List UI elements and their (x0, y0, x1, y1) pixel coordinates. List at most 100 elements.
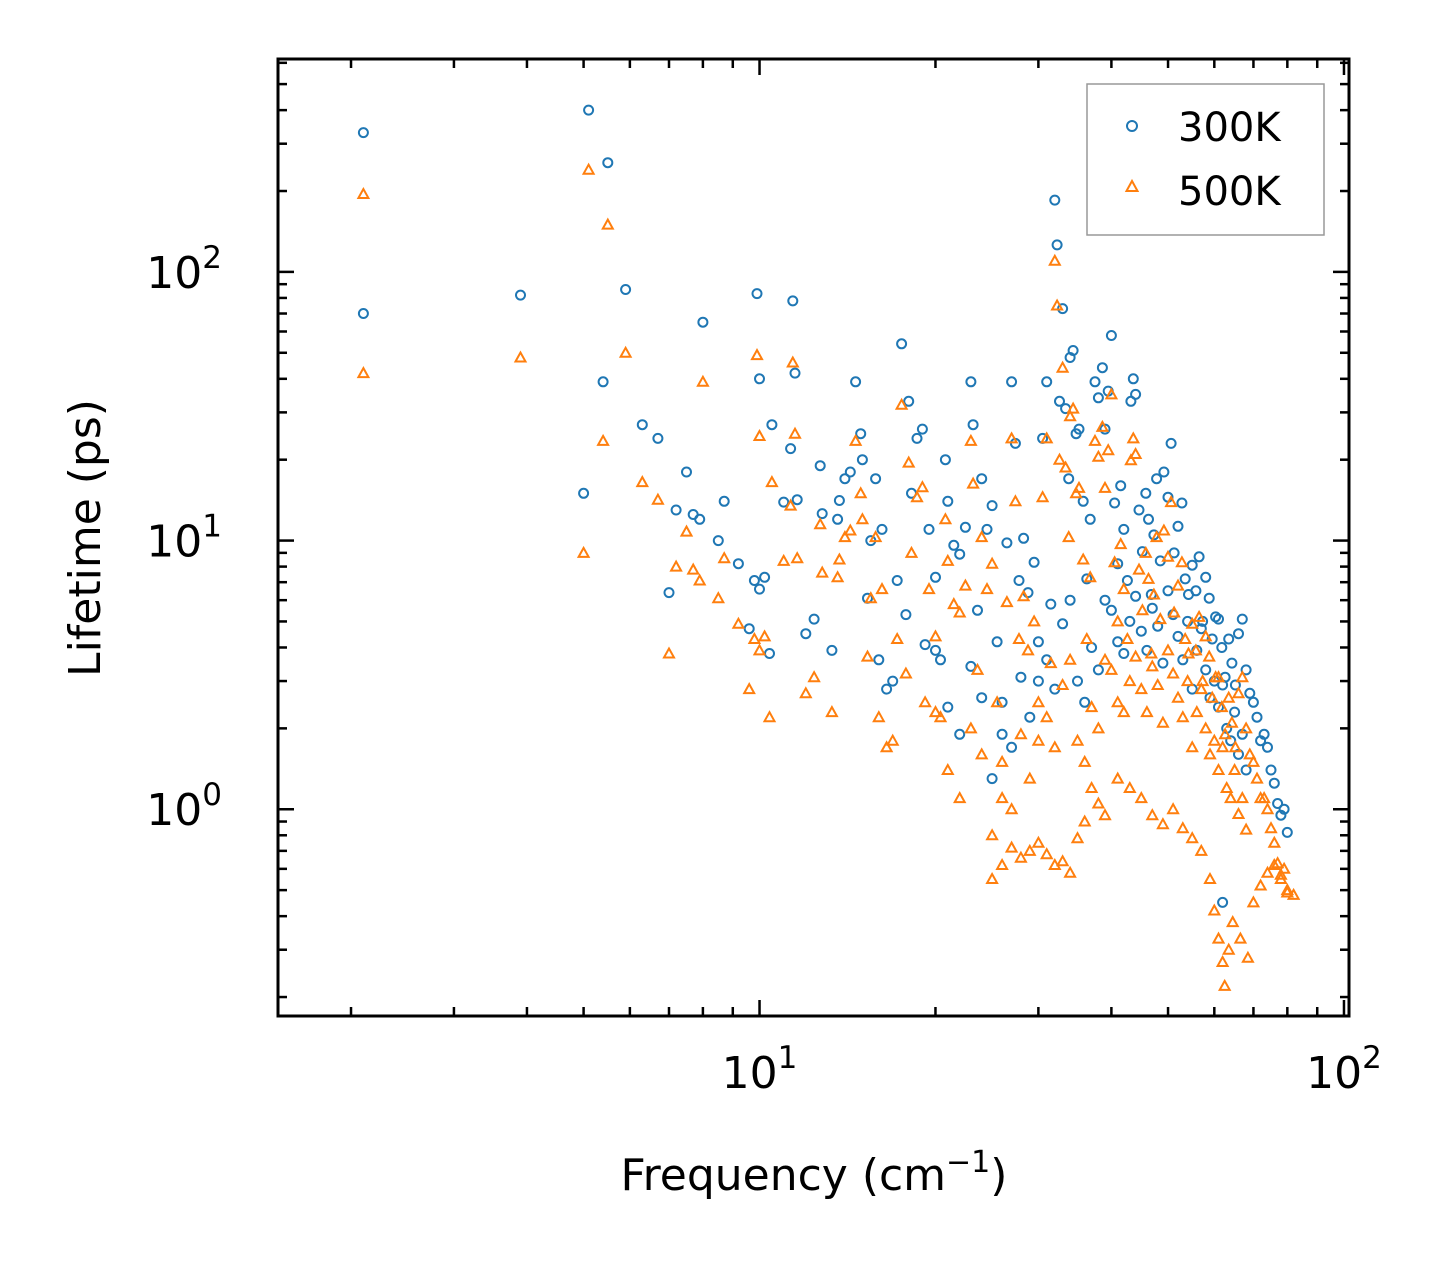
data-point-500k (1111, 695, 1125, 708)
data-point-300k (876, 523, 888, 535)
data-point-300k (620, 284, 632, 295)
data-point-500k (1207, 733, 1221, 746)
data-point-500k (1231, 686, 1246, 699)
data-point-300k (1130, 590, 1142, 602)
data-point-300k (1135, 625, 1147, 637)
data-point-500k (995, 857, 1009, 870)
data-point-300k (1073, 423, 1085, 435)
x-tick-label: 102 (1306, 1040, 1382, 1099)
data-point-300k (900, 609, 912, 621)
x-axis-label-close: ) (990, 1150, 1007, 1201)
data-point-500k (1050, 298, 1064, 311)
data-point-500k (854, 486, 868, 499)
data-point-500k (581, 162, 596, 175)
data-point-300k (1158, 466, 1170, 478)
data-point-500k (1000, 595, 1014, 608)
data-point-300k (743, 623, 755, 635)
data-point-300k (1013, 575, 1025, 586)
data-point-500k (1031, 733, 1046, 746)
data-point-300k (954, 548, 966, 560)
data-point-500k (1055, 677, 1070, 690)
data-point-500k (1135, 603, 1150, 616)
data-point-300k (754, 373, 765, 385)
data-point-300k (1206, 633, 1218, 645)
data-point-300k (791, 494, 803, 506)
data-points (356, 104, 1301, 991)
data-point-300k (972, 604, 983, 616)
data-point-500k (1257, 791, 1271, 804)
data-point-500k (1023, 843, 1037, 856)
data-point-500k (1004, 840, 1019, 853)
data-point-500k (1070, 831, 1085, 844)
data-point-300k (732, 558, 744, 570)
y-tick-label: 102 (146, 240, 222, 299)
data-point-500k (985, 871, 999, 884)
data-point-300k (1157, 657, 1169, 669)
data-point-300k (1127, 373, 1139, 385)
data-point-300k (1233, 628, 1244, 640)
data-point-300k (1092, 392, 1104, 404)
data-point-300k (1244, 687, 1256, 699)
data-point-300k (1229, 706, 1241, 718)
data-point-300k (1258, 728, 1270, 740)
y-axis-label: Lifetime (ps) (60, 399, 111, 677)
data-point-500k (872, 710, 886, 723)
legend-marker-300k (1126, 120, 1138, 132)
svg-text:Frequency (cm−1): Frequency (cm−1) (621, 1145, 1008, 1201)
data-point-500k (910, 490, 924, 503)
y-tick-label: 100 (146, 777, 222, 836)
data-point-500k (1031, 835, 1046, 848)
data-point-500k (1147, 587, 1161, 600)
data-point-500k (1151, 677, 1165, 690)
data-point-500k (1123, 674, 1137, 687)
data-point-300k (1265, 764, 1277, 776)
data-point-300k (1067, 345, 1079, 356)
data-point-300k (919, 639, 931, 651)
data-point-300k (1086, 642, 1098, 653)
data-point-300k (1281, 826, 1293, 838)
data-point-500k (1128, 446, 1143, 459)
data-point-500k (1171, 578, 1185, 591)
data-point-500k (1070, 733, 1085, 746)
data-point-500k (765, 475, 779, 488)
data-point-500k (938, 512, 953, 525)
data-point-500k (990, 695, 1004, 708)
data-point-500k (807, 670, 821, 683)
data-point-500k (1132, 562, 1146, 575)
data-point-300k (1193, 551, 1205, 563)
data-point-500k (783, 498, 798, 511)
data-point-500k (1175, 555, 1189, 568)
data-point-300k (1079, 696, 1091, 708)
data-point-300k (754, 583, 765, 595)
data-point-500k (711, 591, 725, 604)
data-point-500k (980, 582, 994, 595)
data-point-300k (1032, 636, 1044, 648)
data-point-500k (1225, 715, 1239, 728)
data-point-500k (1062, 530, 1076, 543)
data-point-300k (965, 660, 977, 672)
data-point-500k (1111, 614, 1125, 627)
data-point-500k (1052, 452, 1067, 465)
data-point-300k (697, 316, 709, 328)
data-point-500k (875, 582, 889, 595)
data-point-500k (1199, 721, 1213, 734)
data-point-300k (850, 376, 862, 388)
data-point-500k (904, 545, 919, 558)
data-point-500k (1194, 843, 1208, 856)
data-point-500k (1250, 771, 1264, 784)
data-point-300k (1143, 513, 1154, 525)
data-point-500k (1040, 710, 1054, 723)
data-point-500k (1218, 978, 1232, 991)
data-point-300k (1133, 504, 1145, 516)
data-point-300k (1200, 664, 1212, 676)
data-point-500k (947, 597, 961, 610)
data-point-500k (825, 705, 839, 718)
data-point-300k (1112, 636, 1124, 648)
data-point-500k (513, 350, 528, 363)
data-point-500k (1141, 571, 1156, 584)
data-point-500k (1012, 631, 1026, 644)
data-point-300k (981, 523, 993, 535)
data-point-500k (970, 662, 985, 675)
data-point-500k (1016, 589, 1031, 602)
data-point-500k (1180, 674, 1195, 687)
